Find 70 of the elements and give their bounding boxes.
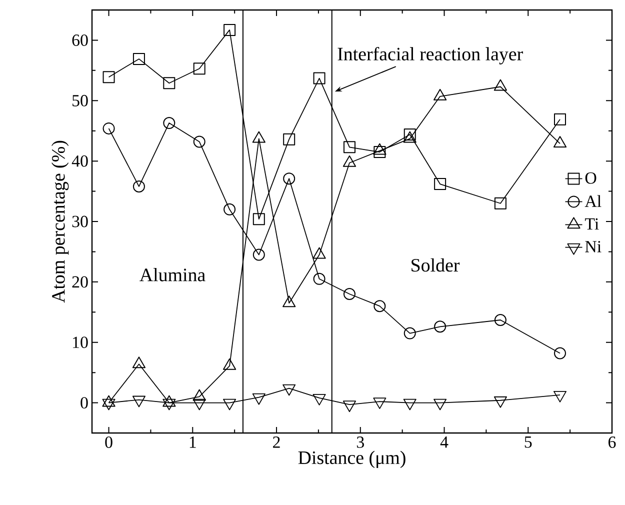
point — [343, 141, 356, 154]
point — [404, 327, 416, 340]
y-axis-title: Atom percentage (%) — [51, 140, 69, 303]
legend-label: O — [585, 172, 596, 184]
point — [102, 398, 116, 410]
point — [132, 396, 146, 408]
point — [282, 384, 296, 396]
x-tick-label: 4 — [440, 436, 448, 448]
point — [494, 314, 506, 326]
point — [403, 398, 416, 410]
point — [283, 172, 296, 185]
point — [193, 136, 206, 148]
point — [312, 394, 326, 406]
y-tick-label: 0 — [80, 397, 88, 409]
point — [224, 203, 236, 216]
point — [163, 117, 176, 130]
point — [554, 113, 566, 126]
point — [162, 398, 176, 410]
point — [192, 398, 206, 410]
y-tick-label: 50 — [72, 94, 88, 106]
point — [223, 398, 236, 410]
annotation: Interfacial reaction layer — [338, 46, 523, 64]
y-tick-label: 10 — [73, 336, 88, 348]
point — [132, 52, 145, 65]
point — [252, 213, 265, 226]
point — [252, 131, 266, 143]
point — [434, 398, 447, 410]
y-tick-label: 40 — [72, 155, 88, 167]
point — [193, 62, 206, 75]
y-tick-label: 30 — [72, 216, 88, 228]
point — [252, 393, 266, 405]
annotation: Solder — [412, 258, 460, 272]
point — [343, 288, 356, 300]
point — [553, 390, 567, 402]
point — [374, 146, 386, 158]
point — [494, 197, 506, 210]
y-tick-label: 60 — [72, 34, 88, 46]
point — [494, 396, 507, 408]
point — [224, 24, 236, 36]
point — [252, 248, 265, 261]
x-tick-label: 1 — [190, 436, 196, 448]
point — [494, 79, 508, 91]
point — [373, 398, 386, 410]
point — [313, 272, 326, 285]
x-tick-label: 0 — [105, 436, 112, 448]
x-axis-title: Distance (μm) — [298, 450, 406, 468]
point — [374, 300, 386, 312]
y-tick-label: 20 — [72, 276, 88, 288]
point — [102, 122, 115, 134]
point — [434, 178, 446, 190]
legend-label: Ni — [585, 240, 602, 252]
point — [403, 131, 416, 143]
point — [554, 347, 566, 360]
point — [434, 88, 447, 100]
annotation: Alumina — [140, 268, 206, 282]
point — [283, 133, 296, 146]
legend-label: Ti — [584, 218, 599, 230]
point — [404, 128, 416, 140]
point — [102, 71, 115, 84]
x-tick-label: 6 — [608, 436, 616, 448]
point — [553, 136, 567, 148]
point — [163, 77, 176, 90]
point — [132, 180, 145, 192]
legend-label: Al — [584, 195, 602, 207]
x-tick-label: 3 — [356, 436, 364, 448]
x-tick-label: 2 — [273, 436, 280, 448]
x-tick-label: 5 — [524, 436, 532, 448]
point — [342, 400, 356, 412]
point — [313, 72, 326, 84]
point — [434, 320, 446, 333]
